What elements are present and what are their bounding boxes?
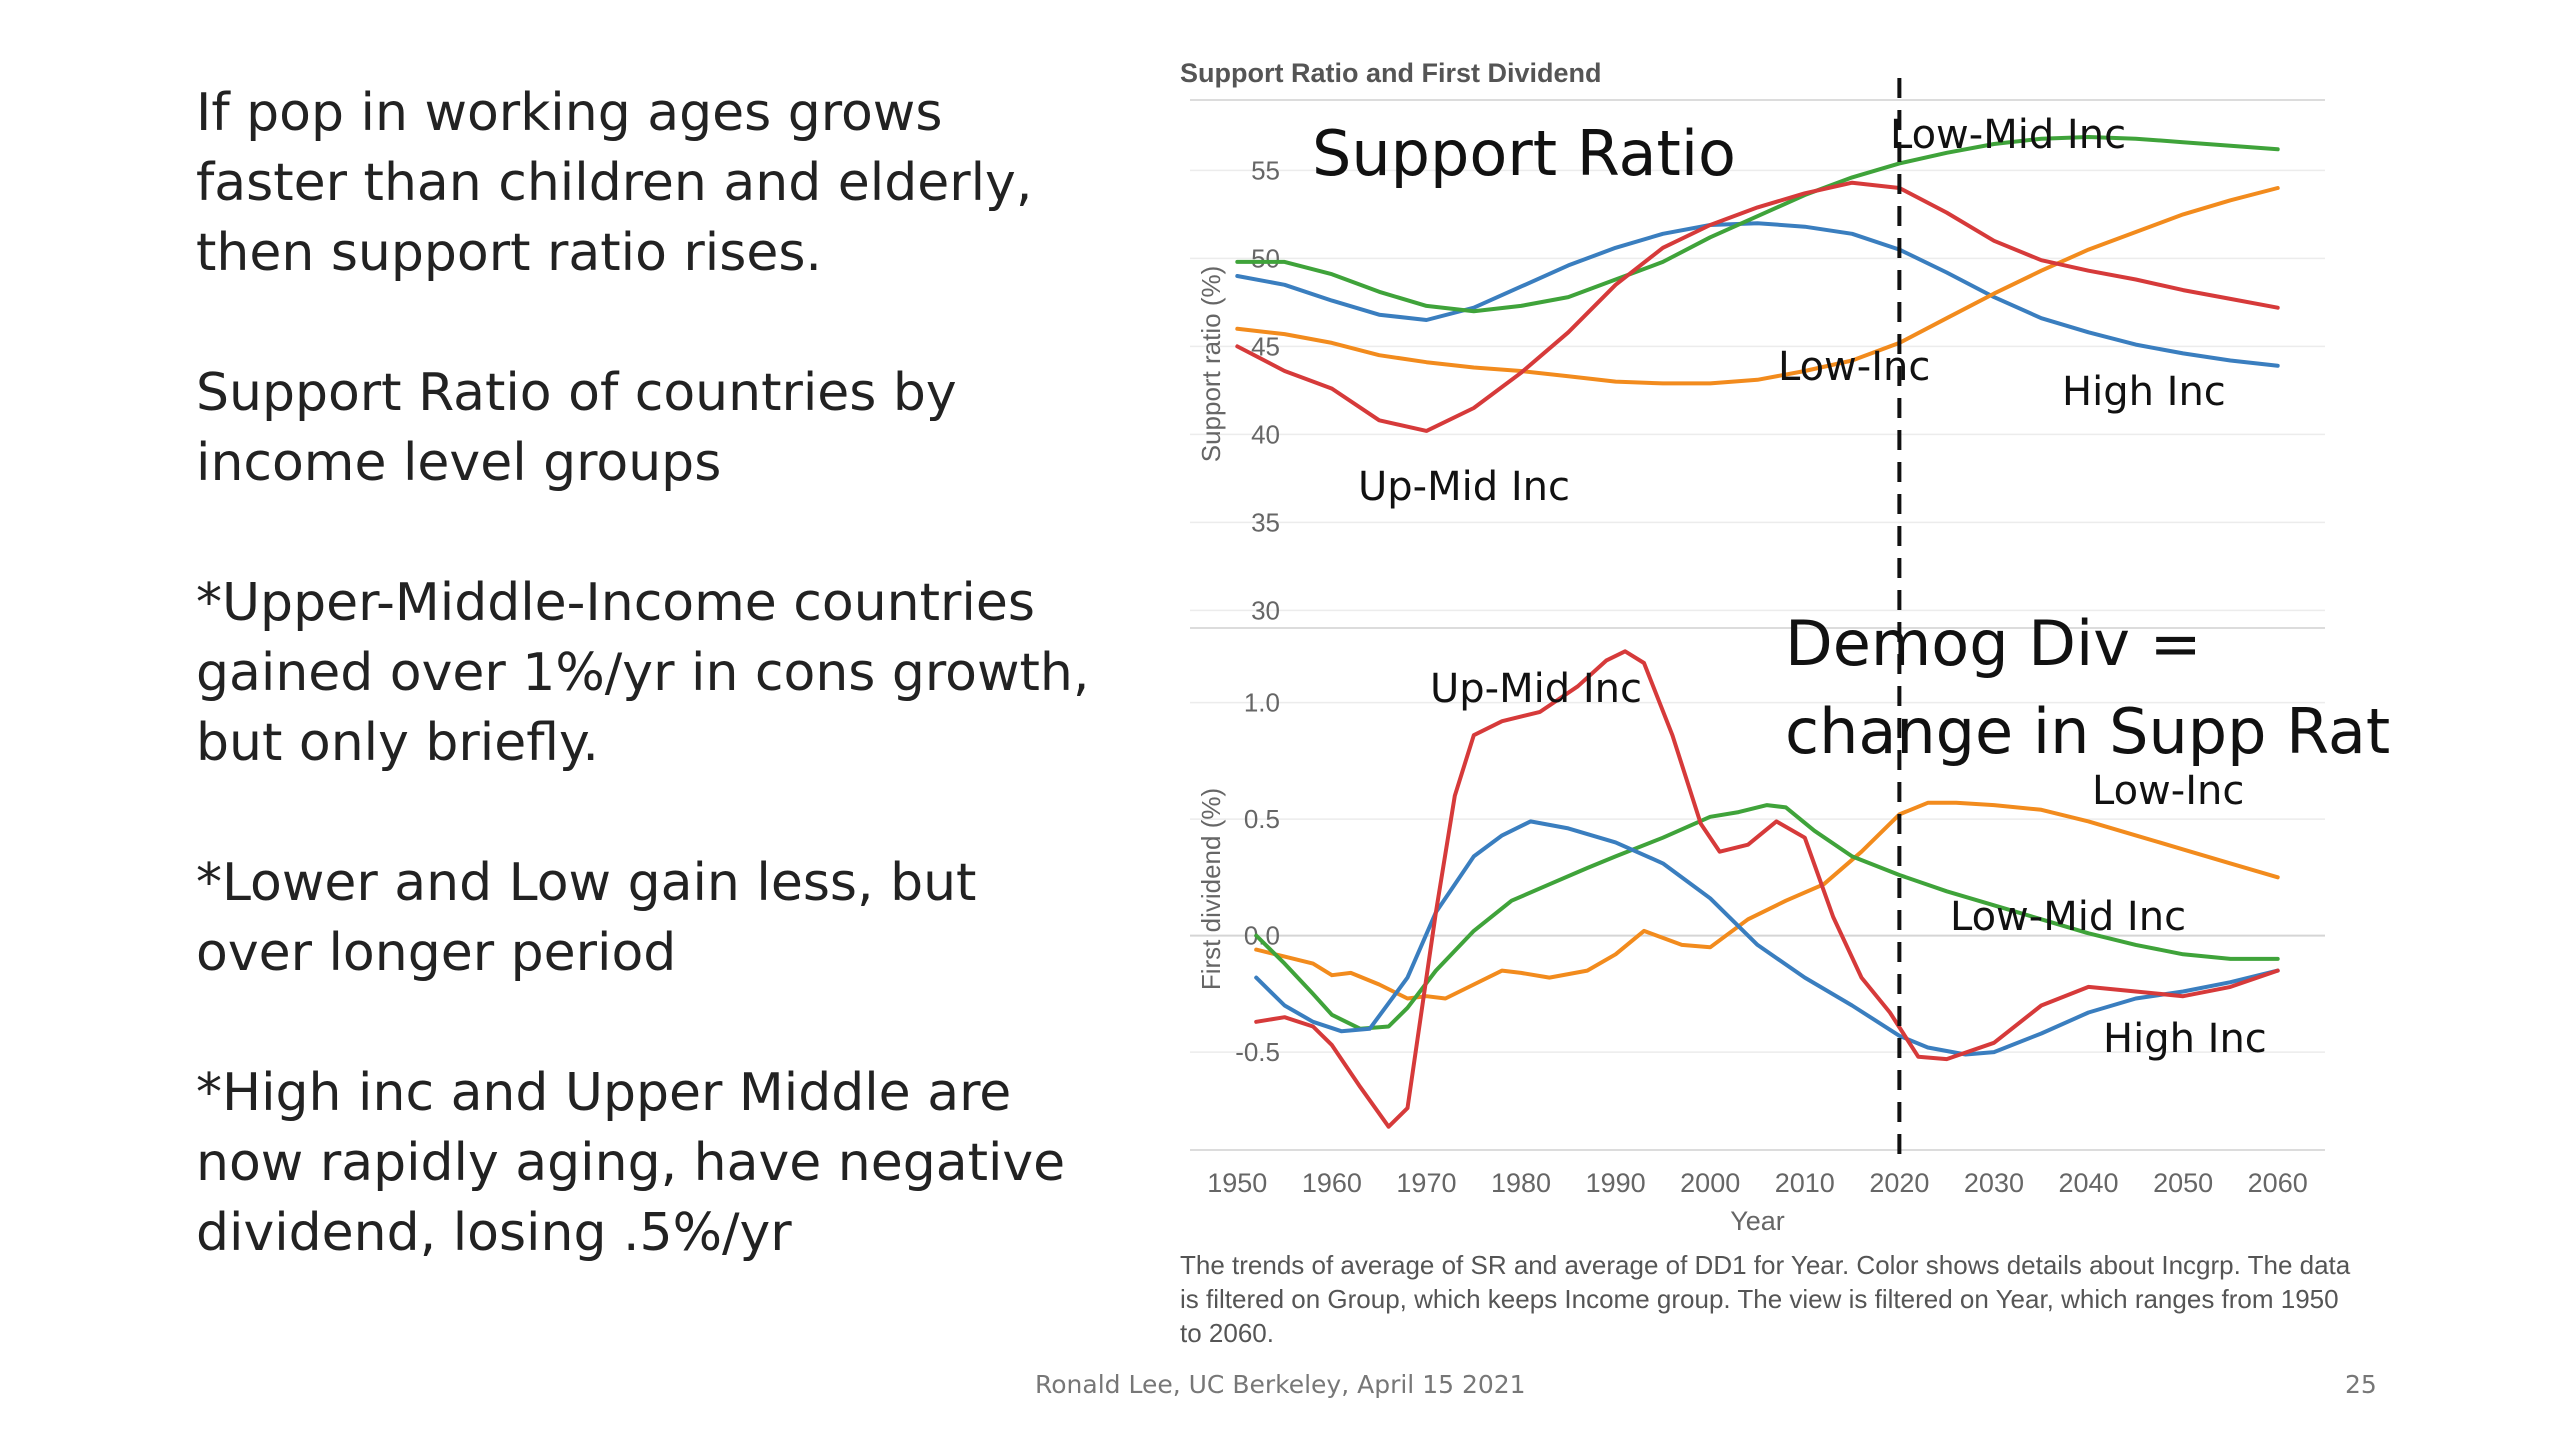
series-annotation: Low-Mid Inc <box>1890 112 2126 158</box>
x-tick-label: 2000 <box>1680 1168 1740 1198</box>
x-tick-label: 2040 <box>2059 1168 2119 1198</box>
y-axis-label: First dividend (%) <box>1196 788 1226 990</box>
y-tick-label: 40 <box>1251 419 1280 449</box>
series-annotation: Low-Inc <box>2092 768 2244 814</box>
series-line <box>1254 800 2280 1001</box>
x-tick-label: 1980 <box>1491 1168 1551 1198</box>
figure-caption: The trends of average of SR and average … <box>1180 1250 2351 1348</box>
y-tick-label: 0.5 <box>1244 804 1280 834</box>
series-annotation: Low-Mid Inc <box>1950 894 2186 940</box>
series-line <box>1235 221 2280 368</box>
y-tick-label: 30 <box>1251 595 1280 625</box>
x-tick-label: 2050 <box>2153 1168 2213 1198</box>
footer-author: Ronald Lee, UC Berkeley, April 15 2021 <box>1035 1370 1526 1399</box>
series-line <box>1235 180 2280 433</box>
series-line <box>1254 649 2280 1129</box>
y-tick-label: 1.0 <box>1244 688 1280 718</box>
y-tick-label: 55 <box>1251 155 1280 185</box>
series-annotation: High Inc <box>2062 369 2226 415</box>
y-tick-label: 35 <box>1251 507 1280 537</box>
series-annotation: Up-Mid Inc <box>1358 464 1570 510</box>
x-tick-label: 1950 <box>1207 1168 1267 1198</box>
panel-heading: Support Ratio <box>1312 117 1736 190</box>
page-number: 25 <box>2345 1370 2377 1399</box>
slide-paragraph: If pop in working ages grows faster than… <box>196 83 1033 283</box>
series-annotation: Up-Mid Inc <box>1430 666 1642 712</box>
slide-paragraph: Support Ratio of countries by income lev… <box>196 363 957 493</box>
x-tick-label: 2020 <box>1869 1168 1929 1198</box>
x-tick-label: 1990 <box>1586 1168 1646 1198</box>
series-line <box>1235 135 2280 314</box>
series-line <box>1254 803 2280 1031</box>
slide-paragraph: *High inc and Upper Middle are now rapid… <box>196 1063 1066 1263</box>
series-line <box>1254 819 2280 1057</box>
slide-paragraph: *Lower and Low gain less, but over longe… <box>196 853 977 983</box>
y-tick-label: -0.5 <box>1235 1037 1280 1067</box>
x-axis-label: Year <box>1730 1206 1785 1236</box>
y-tick-label: 50 <box>1251 243 1280 273</box>
panel-heading: Demog Div = <box>1785 607 2202 680</box>
slide-paragraph: *Upper-Middle-Income countries gained ov… <box>196 573 1090 773</box>
x-tick-label: 1960 <box>1302 1168 1362 1198</box>
x-tick-label: 1970 <box>1396 1168 1456 1198</box>
series-annotation: High Inc <box>2103 1016 2267 1062</box>
x-tick-label: 2010 <box>1775 1168 1835 1198</box>
y-tick-label: 0.0 <box>1244 921 1280 951</box>
x-tick-label: 2060 <box>2248 1168 2308 1198</box>
series-annotation: Low-Inc <box>1778 344 1930 390</box>
figure-title: Support Ratio and First Dividend <box>1180 58 1602 88</box>
slide-text: If pop in working ages grows faster than… <box>196 78 1096 1338</box>
y-axis-label: Support ratio (%) <box>1196 266 1226 463</box>
x-tick-label: 2030 <box>1964 1168 2024 1198</box>
series-line <box>1235 186 2280 386</box>
panel-heading: change in Supp Rat <box>1785 695 2390 768</box>
